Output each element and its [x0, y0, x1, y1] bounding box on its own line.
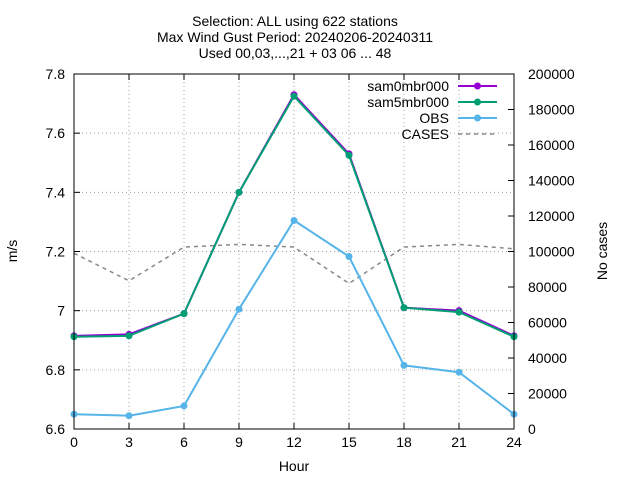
- x-tick-label: 3: [125, 434, 133, 450]
- data-point: [125, 332, 133, 340]
- y2-tick-label: 20000: [528, 386, 567, 402]
- title-line-1: Selection: ALL using 622 stations: [192, 13, 398, 29]
- legend-label: sam0mbr000: [367, 78, 449, 94]
- data-point: [345, 253, 353, 261]
- y-tick-label: 7.4: [46, 184, 66, 200]
- data-point: [235, 188, 243, 196]
- y2-tick-label: 80000: [528, 279, 567, 295]
- x-tick-label: 21: [451, 434, 467, 450]
- legend-marker: [474, 98, 481, 106]
- y2-tick-label: 160000: [528, 137, 575, 153]
- legend-item: sam0mbr000: [367, 78, 497, 94]
- y2-tick-label: 200000: [528, 66, 575, 82]
- data-point: [235, 305, 243, 313]
- title-line-3: Used 00,03,...,21 + 03 06 ... 48: [199, 45, 392, 61]
- legend-item: OBS: [419, 110, 497, 126]
- x-tick-label: 0: [70, 434, 78, 450]
- x-tick-label: 12: [286, 434, 302, 450]
- series-line: [73, 243, 515, 285]
- x-tick-label: 6: [180, 434, 188, 450]
- x-tick-label: 15: [341, 434, 357, 450]
- y-axis-label: m/s: [4, 240, 20, 263]
- y-tick-label: 6.8: [46, 362, 66, 378]
- data-point: [345, 151, 353, 159]
- series-obs: [70, 216, 518, 420]
- legend-marker: [474, 82, 481, 90]
- data-point: [290, 216, 298, 224]
- data-point: [180, 402, 188, 410]
- y-tick-label: 6.6: [46, 421, 66, 437]
- y2-tick-label: 180000: [528, 102, 575, 118]
- y-tick-label: 7.6: [46, 125, 66, 141]
- legend-label: OBS: [419, 110, 449, 126]
- y2-tick-label: 120000: [528, 208, 575, 224]
- data-point: [290, 92, 298, 100]
- data-point: [400, 304, 408, 312]
- y2-tick-label: 40000: [528, 350, 567, 366]
- series-group: [70, 91, 518, 420]
- x-tick-label: 18: [396, 434, 412, 450]
- data-point: [125, 412, 133, 420]
- x-tick-label: 9: [235, 434, 243, 450]
- x-axis-label: Hour: [279, 458, 310, 474]
- data-point: [400, 361, 408, 369]
- y-tick-label: 7: [57, 303, 65, 319]
- series-sam5mbr000: [70, 92, 518, 341]
- y-tick-label: 7.8: [46, 66, 66, 82]
- legend-item: sam5mbr000: [367, 94, 497, 110]
- y-axis-ticks: 6.6 6.8 7 7.2 7.4 7.6 7.8: [46, 66, 80, 437]
- x-tick-label: 24: [506, 434, 522, 450]
- chart-title: Selection: ALL using 622 stations Max Wi…: [157, 13, 433, 61]
- x-axis-ticks: 0 3 6 9 12 15 18 21 24: [70, 74, 522, 450]
- title-line-2: Max Wind Gust Period: 20240206-20240311: [157, 29, 433, 45]
- data-point: [455, 368, 463, 376]
- series-cases: [73, 243, 515, 285]
- y2-axis-label: No cases: [594, 222, 610, 280]
- y2-tick-label: 0: [528, 421, 536, 437]
- plot-border: [73, 73, 515, 430]
- data-point: [455, 308, 463, 316]
- legend-label: CASES: [402, 126, 449, 142]
- legend-marker: [474, 114, 481, 122]
- y-tick-label: 7.2: [46, 244, 66, 260]
- legend-item: CASES: [402, 126, 497, 142]
- y2-tick-label: 100000: [528, 244, 575, 260]
- y2-tick-label: 140000: [528, 173, 575, 189]
- legend-label: sam5mbr000: [367, 94, 449, 110]
- y2-tick-label: 60000: [528, 315, 567, 331]
- y2-axis-ticks: 0 20000 40000 60000 80000 100000 120000 140000 1…: [508, 66, 575, 437]
- data-point: [180, 310, 188, 318]
